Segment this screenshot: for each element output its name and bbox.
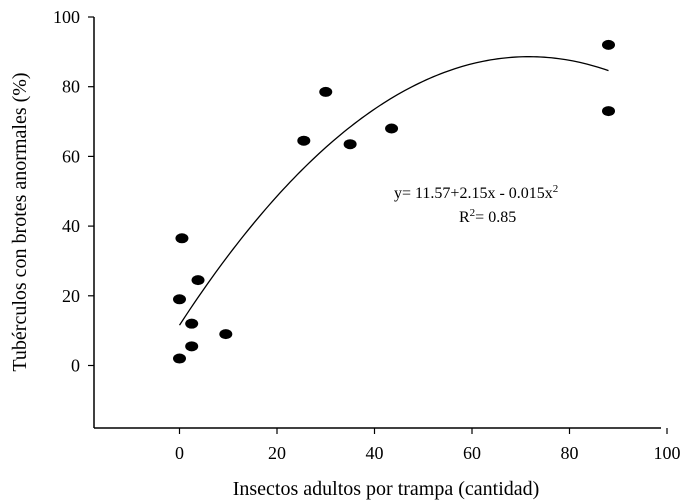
data-point [297, 135, 311, 146]
r-squared-value: = 0.85 [475, 209, 516, 226]
y-tick-label: 20 [62, 286, 80, 306]
data-point [175, 233, 189, 244]
y-tick-label: 80 [62, 77, 80, 97]
fit-curve [178, 56, 609, 326]
y-tick-label: 60 [62, 146, 80, 166]
r-squared-label: R2= 0.85 [459, 207, 516, 226]
ticks [88, 16, 668, 434]
tick-labels: 0 20 40 60 80 100 0 20 40 60 80 100 [53, 7, 681, 463]
data-point [319, 86, 333, 97]
data-point [602, 106, 615, 117]
data-point [185, 318, 199, 329]
x-tick-label: 100 [654, 443, 681, 463]
data-points [173, 39, 615, 364]
data-point [191, 275, 205, 286]
y-tick-label: 0 [71, 356, 80, 376]
data-point [602, 39, 615, 50]
data-point [343, 139, 357, 150]
data-point [173, 353, 186, 364]
equation-main: y= 11.57+2.15x - 0.015x [394, 185, 553, 202]
y-axis-title: Tubérculos con brotes anormales (%) [9, 72, 31, 371]
x-tick-label: 40 [366, 443, 384, 463]
x-tick-label: 0 [175, 443, 184, 463]
data-point [385, 123, 399, 134]
axes [93, 17, 661, 429]
data-point [173, 294, 186, 305]
equation-label: y= 11.57+2.15x - 0.015x2 [394, 183, 558, 202]
y-tick-label: 40 [62, 216, 80, 236]
r-squared-superscript: 2 [470, 207, 476, 219]
x-tick-label: 60 [463, 443, 481, 463]
data-point [219, 329, 233, 340]
y-tick-label: 100 [53, 7, 80, 27]
x-axis-title: Insectos adultos por trampa (cantidad) [233, 478, 540, 500]
equation-superscript: 2 [553, 183, 559, 195]
data-point [185, 341, 199, 352]
x-tick-label: 20 [268, 443, 286, 463]
r-squared-main: R [459, 209, 470, 226]
x-tick-label: 80 [561, 443, 579, 463]
